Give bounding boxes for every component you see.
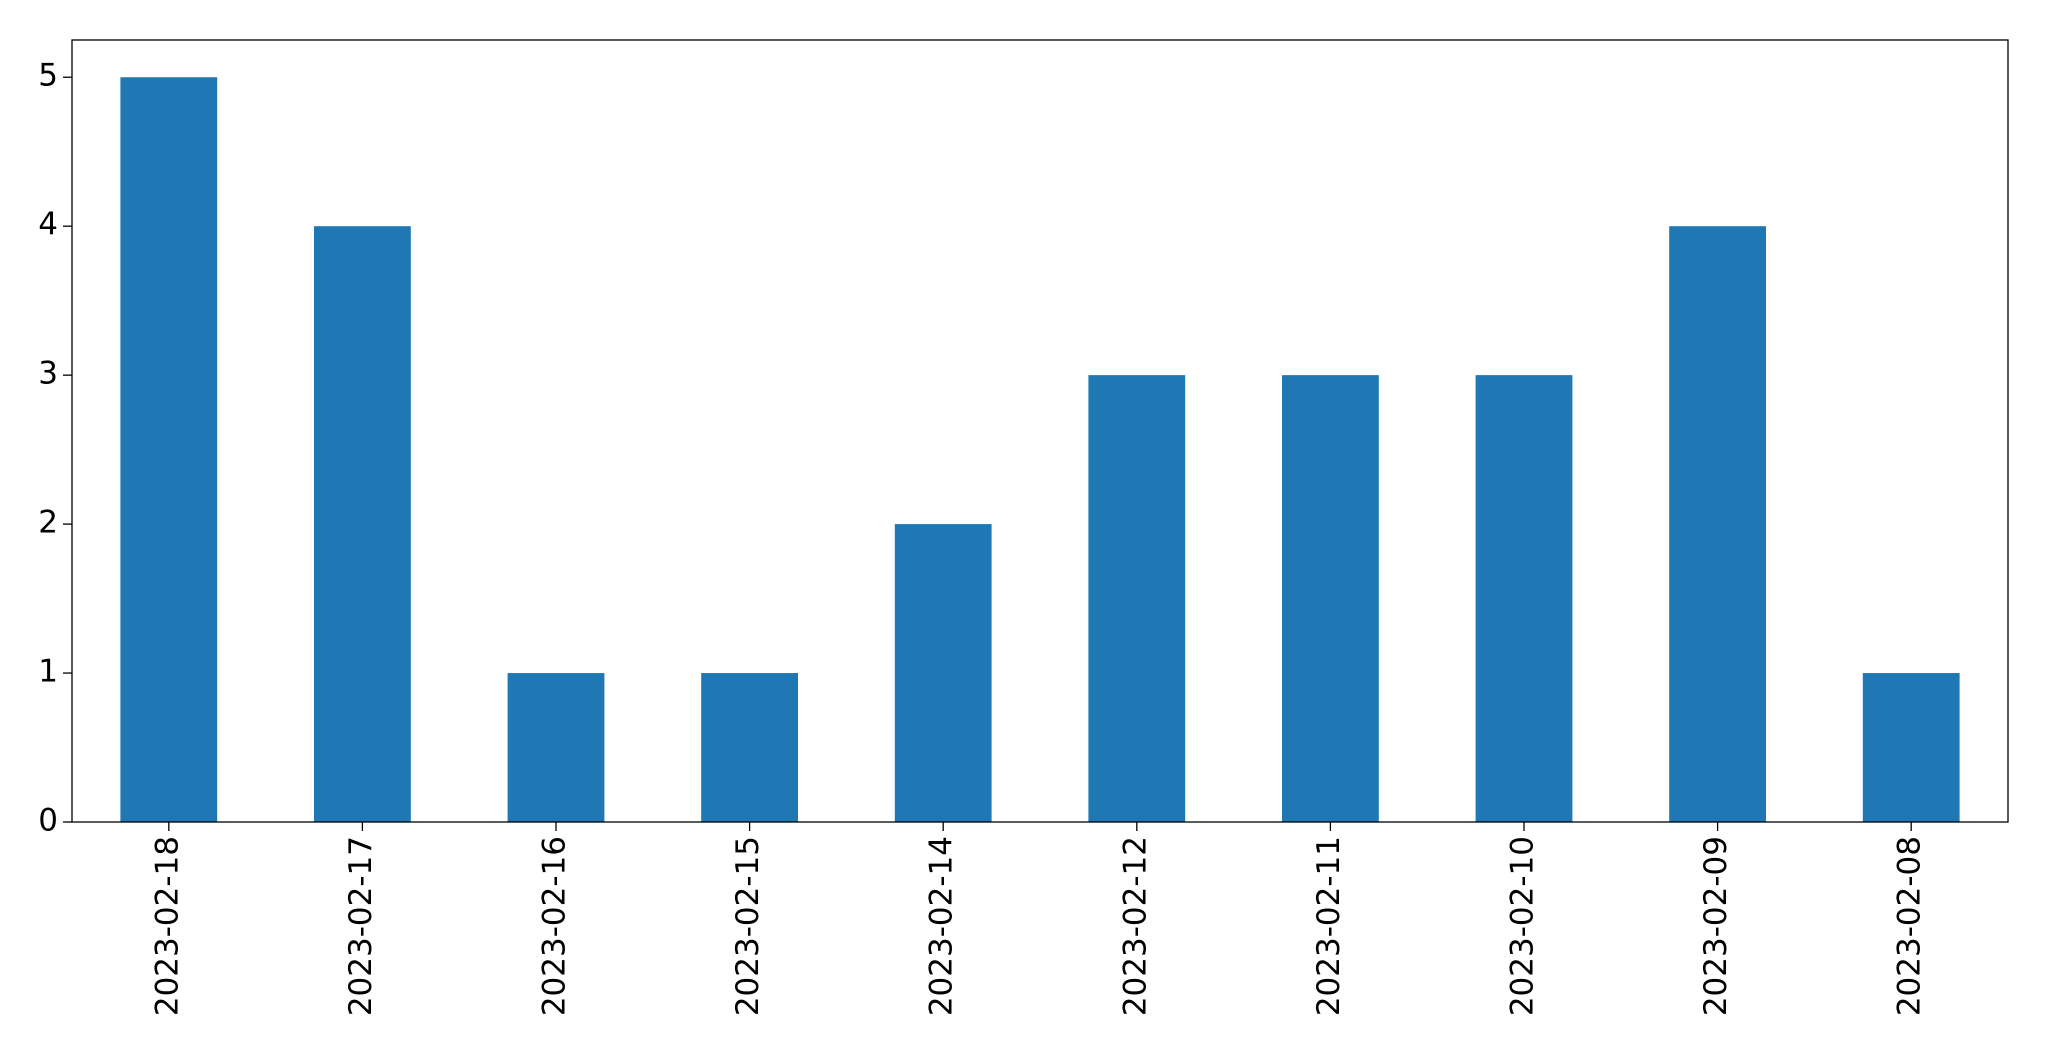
bar	[894, 524, 992, 822]
bar	[1862, 673, 1960, 822]
y-tick-label: 0	[38, 803, 58, 839]
x-tick-label: 2023-02-18	[149, 836, 185, 1016]
x-tick-label: 2023-02-16	[537, 836, 573, 1016]
x-tick-label: 2023-02-11	[1311, 836, 1347, 1016]
y-tick-label: 1	[38, 654, 58, 690]
bar	[701, 673, 798, 822]
y-tick-label: 3	[38, 356, 58, 392]
x-tick-label: 2023-02-08	[1892, 836, 1928, 1016]
x-tick-label: 2023-02-14	[924, 836, 960, 1016]
y-tick-label: 2	[38, 505, 58, 541]
x-tick-label: 2023-02-09	[1698, 836, 1734, 1016]
bar	[1088, 375, 1186, 822]
bar	[120, 77, 218, 822]
bar	[507, 673, 605, 822]
x-tick-label: 2023-02-15	[730, 836, 766, 1016]
bar	[1475, 375, 1573, 822]
y-tick-label: 4	[38, 207, 58, 243]
bar	[1669, 226, 1766, 822]
bar	[1282, 375, 1379, 822]
y-tick-label: 5	[38, 58, 58, 94]
x-tick-label: 2023-02-12	[1117, 836, 1153, 1016]
x-tick-label: 2023-02-10	[1505, 836, 1541, 1016]
bar	[314, 226, 411, 822]
plot-frame	[71, 39, 2009, 823]
x-tick-label: 2023-02-17	[343, 836, 379, 1016]
